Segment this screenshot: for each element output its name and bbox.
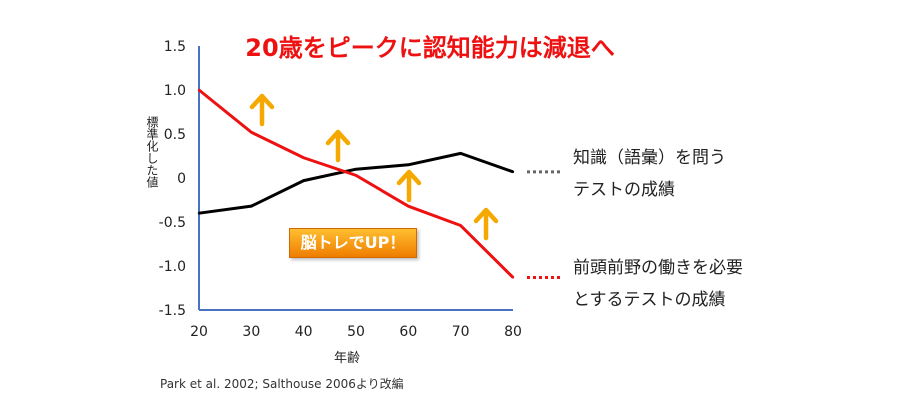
- data-point-knowledge: [302, 179, 305, 182]
- y-tick-label: -0.5: [159, 215, 186, 231]
- source-note: Park et al. 2002; Salthouse 2006より改編: [160, 377, 404, 391]
- x-tick-label: 30: [242, 324, 260, 340]
- legend-black-line-1: 知識（語彙）を問う: [573, 148, 726, 168]
- data-point-knowledge: [354, 168, 358, 171]
- brain-training-badge: 脳トレでUP！: [289, 228, 417, 258]
- data-point-knowledge: [511, 170, 515, 174]
- legend-red-line-1: 前頭前野の働きを必要: [573, 258, 743, 278]
- up-arrow-icon: [249, 93, 275, 127]
- data-point-knowledge: [250, 204, 253, 208]
- y-tick-label: 1.0: [164, 83, 186, 99]
- data-point-prefrontal: [302, 156, 305, 159]
- x-tick-label: 20: [190, 324, 208, 340]
- legend-black-line-2: テストの成績: [573, 180, 675, 200]
- data-point-knowledge: [407, 163, 410, 166]
- y-tick-label: -1.5: [159, 303, 186, 319]
- data-point-prefrontal: [459, 224, 462, 227]
- data-point-prefrontal: [511, 276, 515, 279]
- x-tick-label: 50: [347, 324, 365, 340]
- x-tick-label: 80: [504, 324, 522, 340]
- x-tick-label: 40: [295, 324, 313, 340]
- y-axis-label: 標準化した値: [145, 116, 159, 188]
- data-point-knowledge: [197, 212, 201, 215]
- x-tick-label: 70: [452, 324, 470, 340]
- y-tick-label: -1.0: [159, 259, 186, 275]
- up-arrow-icon: [325, 129, 351, 163]
- up-arrow-icon: [473, 207, 499, 241]
- x-tick-label: 60: [399, 324, 417, 340]
- data-point-prefrontal: [407, 204, 410, 208]
- y-tick-label: 1.5: [164, 39, 186, 55]
- y-tick-label: 0: [177, 171, 186, 187]
- legend-black-series: 知識（語彙）を問う テストの成績: [573, 142, 726, 206]
- data-point-prefrontal: [250, 131, 253, 134]
- data-point-prefrontal: [354, 174, 358, 177]
- y-tick-label: 0.5: [164, 127, 186, 143]
- up-arrow-icon: [396, 169, 422, 203]
- series-line-knowledge: [198, 151, 514, 215]
- data-point-knowledge: [459, 152, 462, 155]
- data-point-prefrontal: [197, 88, 201, 92]
- chart-title: 20歳をピークに認知能力は減退へ: [245, 34, 615, 62]
- legend-red-line-2: とするテストの成績: [573, 290, 726, 310]
- legend-red-series: 前頭前野の働きを必要 とするテストの成績: [573, 252, 743, 316]
- x-axis-label: 年齢: [334, 351, 361, 366]
